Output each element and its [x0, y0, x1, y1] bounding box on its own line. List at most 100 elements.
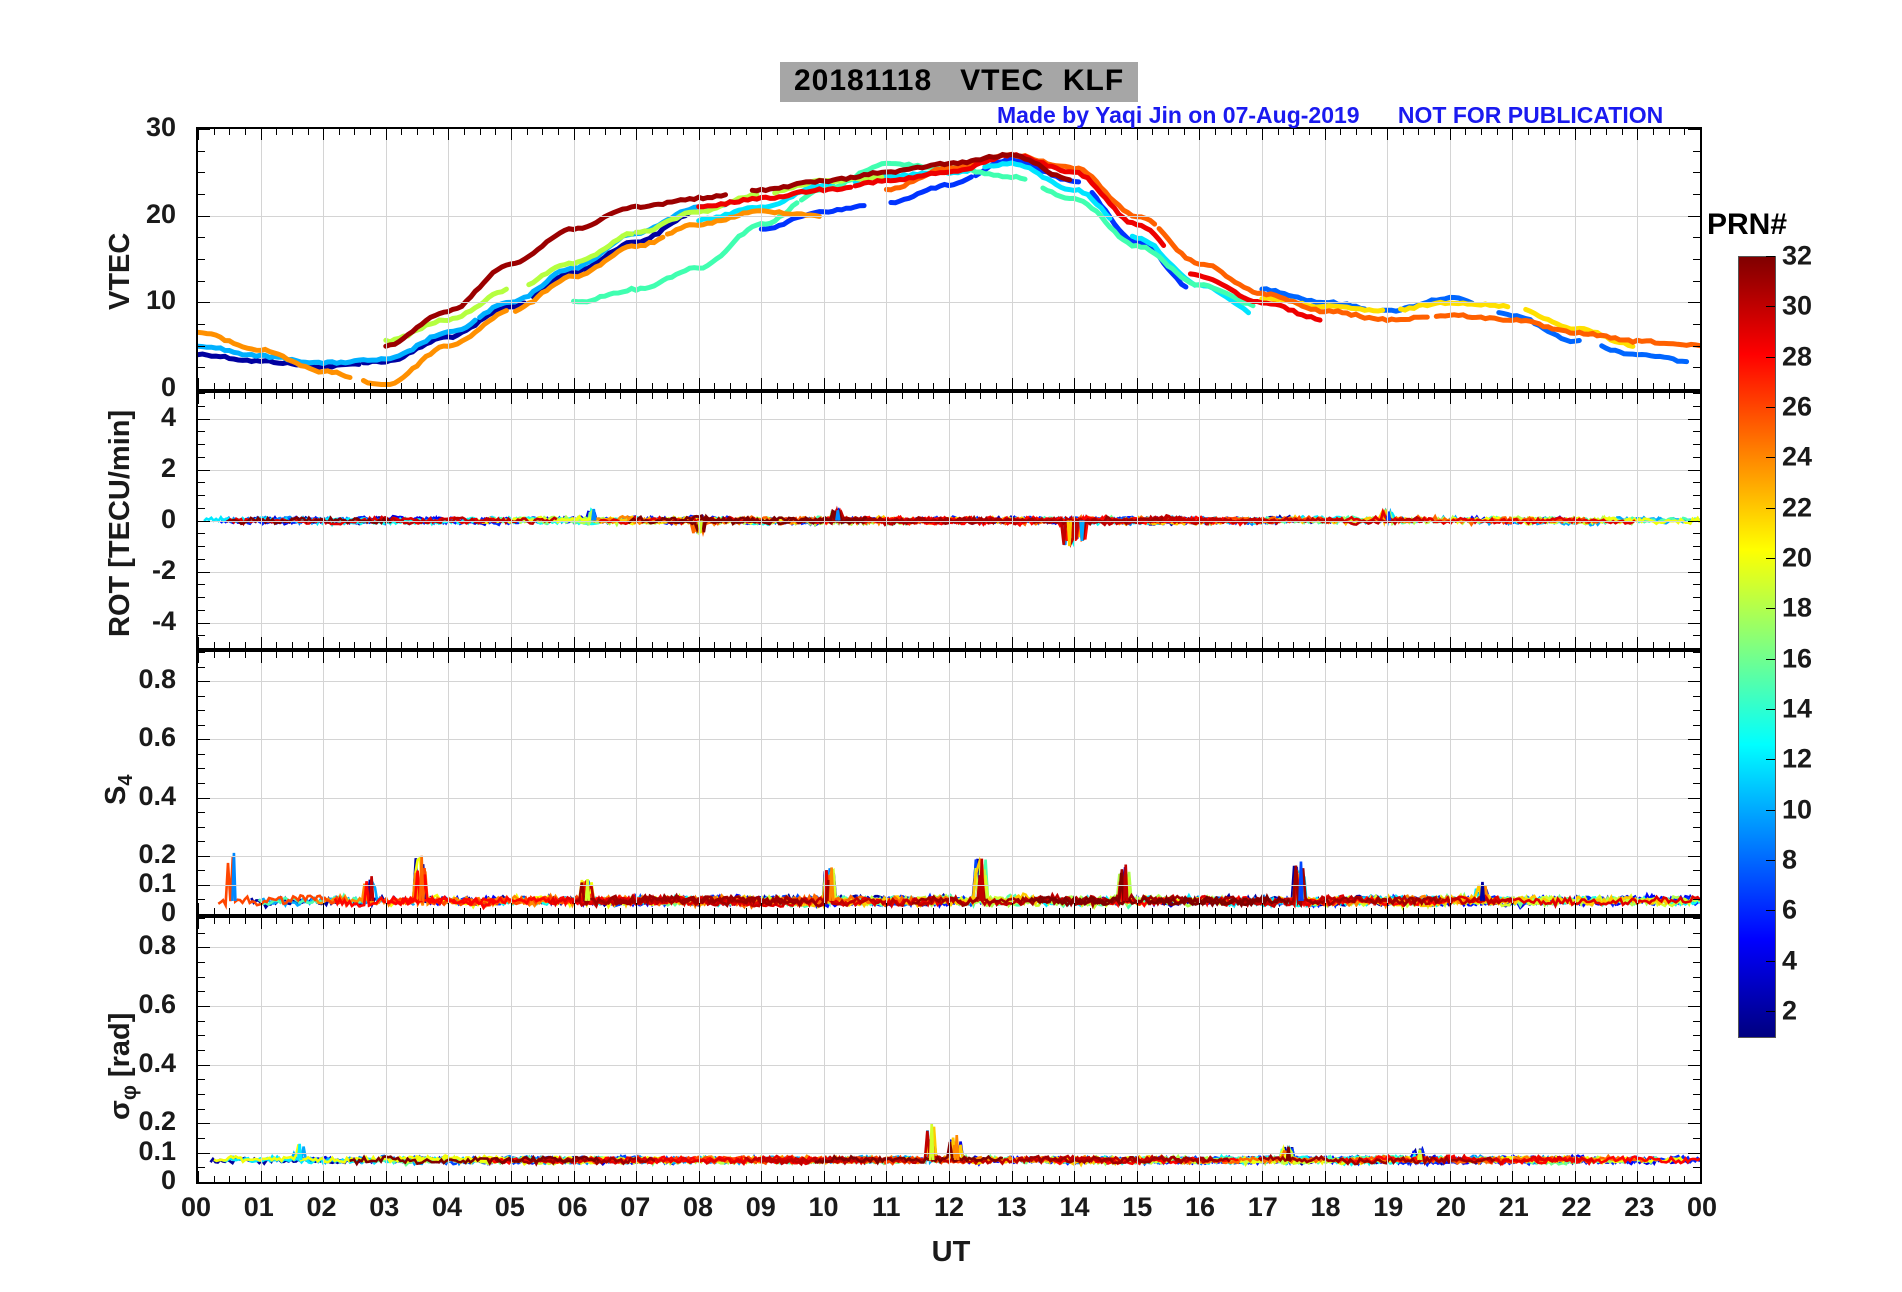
x-tickmark: [1277, 1176, 1279, 1182]
x-tickmark: [1105, 383, 1107, 389]
x-tickmark: [792, 652, 794, 658]
x-tickmark: [1074, 378, 1076, 389]
colorbar-tickmark: [1766, 256, 1775, 257]
x-tickmark: [1121, 918, 1123, 924]
x-tickmark: [1637, 918, 1639, 929]
x-tickmark: [542, 908, 544, 914]
x-tickmark: [729, 652, 731, 658]
x-tickmark: [1246, 908, 1248, 914]
vtec-trace-prn-5: [888, 174, 974, 206]
x-tickmark: [198, 129, 199, 140]
gridline-vertical: [823, 918, 825, 1182]
vtec-trace-prn-24: [664, 208, 822, 237]
gridline-vertical: [1136, 918, 1138, 1182]
x-tickmark: [636, 393, 638, 404]
x-tickmark: [1402, 383, 1404, 389]
x-tickmark: [448, 637, 450, 648]
x-tickmark: [1121, 652, 1123, 658]
x-tickmark: [1449, 903, 1451, 914]
x-tickmark: [1183, 918, 1185, 924]
x-tickmark: [1387, 637, 1389, 648]
y-tickmark: [1693, 495, 1700, 496]
y-tickmark: [198, 1094, 205, 1095]
rot-trace-prn-32: [627, 509, 867, 533]
x-tickmark: [1089, 652, 1091, 658]
y-tick-vtec-10: 10: [145, 285, 176, 316]
gridline-vertical: [1199, 918, 1201, 1182]
vtec-trace-prn-31: [749, 151, 1073, 194]
y-tickmark: [198, 622, 210, 624]
x-tickmark: [198, 1171, 199, 1182]
rot-spike: [1079, 520, 1085, 541]
x-tickmark: [1653, 652, 1655, 658]
x-tickmark: [229, 383, 231, 389]
y-tickmark: [198, 753, 205, 755]
gridline-horizontal: [198, 947, 1700, 949]
x-tickmark: [1293, 129, 1295, 135]
gridline-vertical: [1574, 129, 1576, 389]
x-tickmark: [198, 393, 199, 404]
x-tickmark: [323, 903, 325, 914]
x-tickmark: [276, 129, 278, 135]
x-tickmark: [1199, 637, 1201, 648]
x-tickmark: [1058, 383, 1060, 389]
x-tickmark: [385, 637, 387, 648]
x-tickmark: [1449, 637, 1451, 648]
colorbar-tick-26: 26: [1782, 391, 1813, 422]
y-tickmark: [198, 914, 210, 915]
x-tickmark: [1590, 908, 1592, 914]
x-tickmark: [636, 652, 638, 663]
s4-spike: [1122, 864, 1129, 901]
x-tickmark: [1152, 383, 1154, 389]
x-tickmark: [980, 1176, 982, 1182]
y-tickmark: [1688, 520, 1700, 522]
x-tickmark: [385, 393, 387, 404]
x-tickmark: [307, 908, 309, 914]
x-tickmark: [229, 918, 231, 924]
x-tickmark: [1042, 1176, 1044, 1182]
vtec-trace-prn-12: [982, 160, 1113, 221]
y-tickmark: [198, 345, 205, 347]
x-tickmark: [291, 652, 293, 658]
x-tickmark: [307, 642, 309, 648]
x-tickmark: [1027, 652, 1029, 658]
x-tickmark: [1214, 129, 1216, 135]
x-tickmark: [729, 642, 731, 648]
x-tickmark: [526, 1176, 528, 1182]
x-tickmark: [1011, 1171, 1013, 1182]
x-tickmark: [1668, 642, 1670, 648]
x-tickmark: [902, 652, 904, 658]
x-tickmark: [1136, 652, 1138, 663]
y-tickmark: [198, 482, 205, 484]
x-tickmark: [1496, 918, 1498, 924]
x-tickmark: [1684, 642, 1686, 648]
x-tickmark: [495, 129, 497, 135]
gridline-vertical: [823, 129, 825, 389]
x-tickmark: [354, 918, 356, 924]
x-tickmark: [213, 383, 215, 389]
x-tickmark: [479, 383, 481, 389]
x-tickmark: [1152, 1176, 1154, 1182]
x-tickmark: [651, 908, 653, 914]
x-tickmark: [370, 908, 372, 914]
x-tickmark: [260, 903, 262, 914]
colorbar-prn[interactable]: [1738, 256, 1776, 1038]
y-tickmark: [198, 1020, 205, 1022]
gridline-vertical: [1011, 918, 1013, 1182]
x-tickmark: [886, 903, 888, 914]
x-tickmark: [401, 642, 403, 648]
x-tickmark: [1199, 918, 1201, 929]
x-tickmark: [995, 383, 997, 389]
x-tickmark: [589, 652, 591, 658]
x-tickmark: [291, 642, 293, 648]
x-tickmark: [1684, 1176, 1686, 1182]
y-tickmark: [198, 724, 205, 726]
x-tick-20-20: 20: [1435, 1192, 1467, 1222]
x-tickmark: [1387, 918, 1389, 929]
y-tickmark: [1688, 469, 1700, 471]
x-tickmark: [1418, 1176, 1420, 1182]
x-tickmark: [510, 129, 512, 140]
x-tickmark: [855, 129, 857, 135]
x-tickmark: [1606, 918, 1608, 924]
y-tickmark: [1688, 1064, 1700, 1066]
